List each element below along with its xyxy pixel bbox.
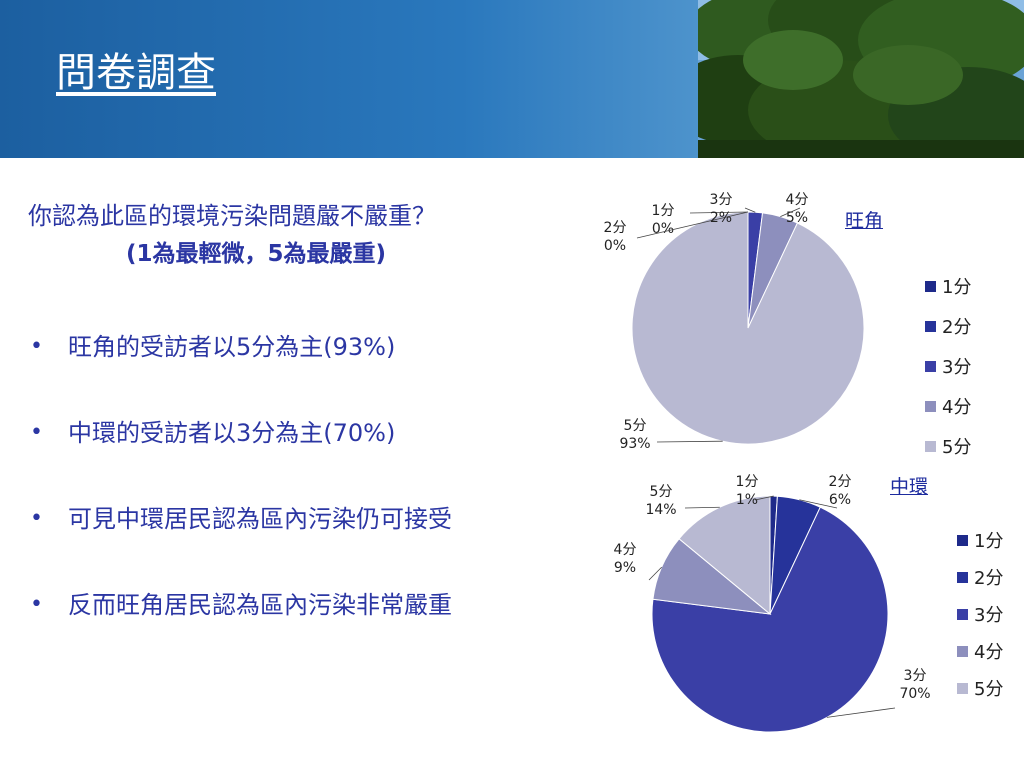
pie-slice (631, 211, 865, 445)
slide-title: 問卷調查 (56, 50, 216, 96)
legend-label: 4分 (942, 397, 971, 418)
slice-category-label: 3分 (710, 192, 733, 208)
legend-label: 4分 (974, 642, 1003, 663)
legend-swatch (925, 441, 936, 452)
leader-line (780, 207, 801, 217)
legend-label: 3分 (974, 605, 1003, 626)
slice-category-label: 5分 (624, 418, 647, 434)
legend-swatch (957, 683, 968, 694)
finding-item: • 反而旺角居民認為區內污染非常嚴重 (28, 590, 608, 676)
legend-label: 1分 (942, 277, 971, 298)
pie-chart-central-svg: 1分 1% 2分 6% 3分 70% 4分 9% 5分 14% 1分 2分 3分 4分 5分 (614, 474, 1003, 733)
chart-title: 旺角 (845, 210, 884, 232)
legend-swatch (957, 646, 968, 657)
leader-line (799, 499, 838, 509)
pie-chart-mongkok: 1分 0% 2分 0% 3分 2% 4分 5% 5分 93% 1分 2分 3分 4分 5分 旺角 (595, 180, 1024, 470)
slice-category-label: 3分 (904, 668, 927, 684)
slice-category-label: 4分 (614, 542, 637, 558)
slice-percent-label: 14% (645, 502, 676, 518)
findings-list: • 旺角的受訪者以5分為主(93%) • 中環的受訪者以3分為主(70%) • 可見中… (28, 332, 608, 676)
slice-percent-label: 70% (899, 686, 930, 702)
pie-chart-mongkok-svg: 1分 0% 2分 0% 3分 2% 4分 5% 5分 93% 1分 2分 3分 4分 5分 (604, 192, 972, 458)
legend-swatch (957, 535, 968, 546)
legend-swatch (925, 281, 936, 292)
leader-line (648, 566, 662, 581)
slice-percent-label: 0% (652, 221, 674, 237)
legend-label: 5分 (974, 679, 1003, 700)
question-line-1: 你認為此區的環境污染問題嚴不嚴重？ (28, 202, 436, 230)
leader-line (656, 440, 723, 443)
slice-percent-label: 6% (829, 492, 851, 508)
slice-percent-label: 9% (614, 560, 636, 576)
slice-category-label: 1分 (736, 474, 759, 490)
legend-label: 2分 (974, 568, 1003, 589)
slice-percent-label: 1% (736, 492, 758, 508)
leader-line (754, 495, 774, 501)
legend-label: 1分 (974, 531, 1003, 552)
finding-item: • 可見中環居民認為區內污染仍可接受 (28, 504, 608, 590)
chart-title: 中環 (890, 476, 929, 498)
finding-text: 中環的受訪者以3分為主(70%) (68, 419, 396, 447)
slice-percent-label: 93% (619, 436, 650, 452)
finding-text: 可見中環居民認為區內污染仍可接受 (68, 505, 452, 533)
leader-line (684, 506, 720, 509)
finding-item: • 旺角的受訪者以5分為主(93%) (28, 332, 608, 418)
bullet-icon: • (30, 420, 43, 445)
slice-percent-label: 5% (786, 210, 808, 226)
leader-line (689, 211, 749, 214)
bullet-icon: • (30, 506, 43, 531)
slice-percent-label: 2% (710, 210, 732, 226)
legend-swatch (925, 361, 936, 372)
leader-line (636, 211, 749, 239)
slice-category-label: 4分 (786, 192, 809, 208)
bullet-icon: • (30, 592, 43, 617)
bullet-icon: • (30, 334, 43, 359)
legend-swatch (957, 572, 968, 583)
survey-question: 你認為此區的環境污染問題嚴不嚴重？ (1為最輕微，5為最嚴重) (28, 197, 588, 273)
leader-line (826, 707, 896, 718)
leader-line (744, 207, 756, 213)
slice-percent-label: 0% (604, 238, 626, 254)
trees-photo (698, 0, 1024, 158)
slice-category-label: 1分 (652, 203, 675, 219)
finding-item: • 中環的受訪者以3分為主(70%) (28, 418, 608, 504)
slice-category-label: 5分 (650, 484, 673, 500)
slice-category-label: 2分 (829, 474, 852, 490)
legend-label: 3分 (942, 357, 971, 378)
legend-swatch (957, 609, 968, 620)
finding-text: 反而旺角居民認為區內污染非常嚴重 (68, 591, 452, 619)
legend-label: 5分 (942, 437, 971, 458)
legend-label: 2分 (942, 317, 971, 338)
slice-category-label: 2分 (604, 220, 627, 236)
legend-swatch (925, 401, 936, 412)
legend-swatch (925, 321, 936, 332)
finding-text: 旺角的受訪者以5分為主(93%) (68, 333, 396, 361)
pie-chart-central: 1分 1% 2分 6% 3分 70% 4分 9% 5分 14% 1分 2分 3分 4分 5分 中環 (595, 462, 1024, 768)
question-line-2: (1為最輕微，5為最嚴重) (126, 241, 387, 267)
slide-header: 問卷調查 (0, 0, 1024, 158)
